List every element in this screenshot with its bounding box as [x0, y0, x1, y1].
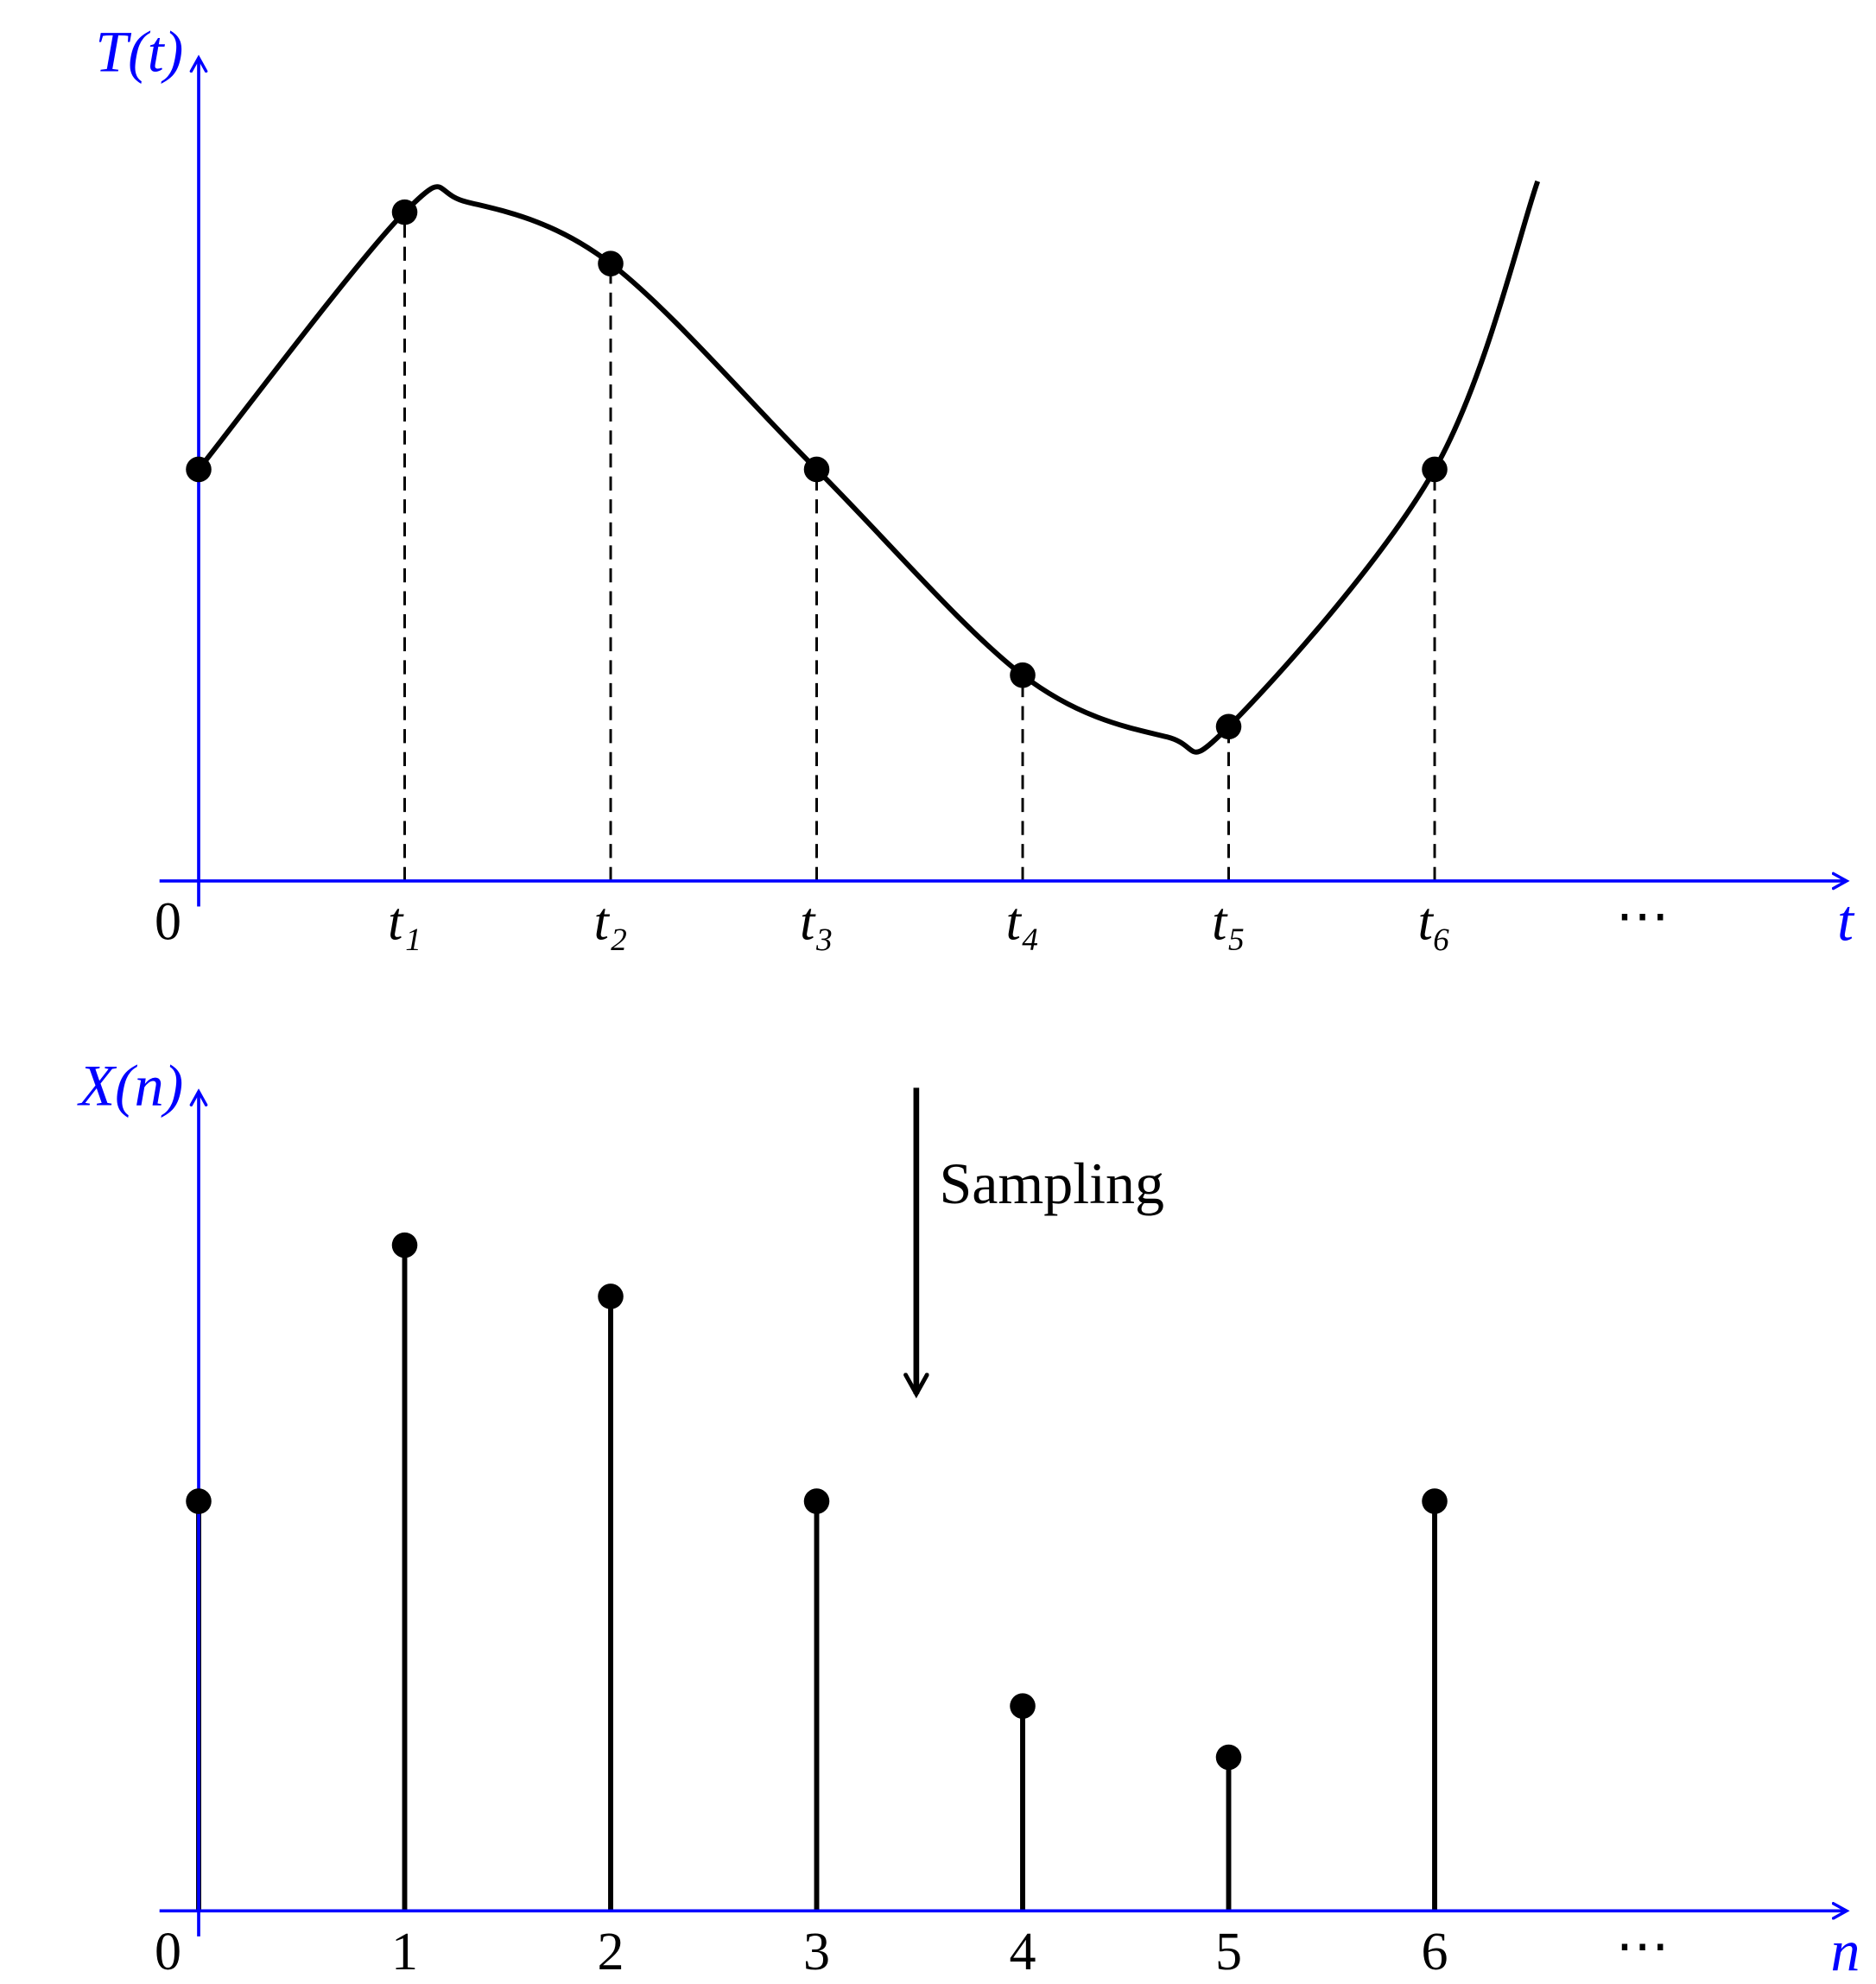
x-tick-label: t₂: [594, 892, 628, 951]
x-axis-label: n: [1831, 1917, 1860, 1983]
x-tick-label: 2: [597, 1923, 624, 1981]
sample-point: [391, 199, 418, 225]
x-tick-label: 3: [803, 1923, 830, 1981]
x-tick-label: 4: [1009, 1923, 1036, 1981]
x-tick-label: 6: [1421, 1923, 1448, 1981]
sample-point: [186, 1488, 212, 1514]
panel: 0 t₁ t₂ t₃ t₄ t₅ t₆ ⋯ t T(t): [95, 19, 1855, 954]
sample-point: [598, 250, 624, 276]
x-tick-label: t₅: [1212, 892, 1245, 951]
sample-point: [1010, 1693, 1036, 1719]
sampling-label: Sampling: [939, 1150, 1164, 1216]
sample-point: [391, 1232, 418, 1258]
x-tick-label: t₁: [388, 892, 421, 951]
ellipsis: ⋯: [1616, 1917, 1670, 1976]
y-axis-label: T(t): [95, 19, 183, 85]
x-tick-label: t₃: [800, 892, 833, 951]
sample-point: [803, 1488, 830, 1514]
sample-point: [1422, 456, 1448, 483]
sample-point: [1215, 713, 1242, 740]
sample-point: [1010, 662, 1036, 688]
x-axis-label: t: [1837, 888, 1855, 954]
ellipsis: ⋯: [1616, 887, 1670, 946]
x-tick-label: 1: [391, 1923, 418, 1981]
sample-point: [1422, 1488, 1448, 1514]
x-tick-label: 5: [1215, 1923, 1242, 1981]
panel: 0 1 2 3 4 5 6 ⋯ n X(n) Sampling: [77, 1052, 1860, 1983]
y-axis-label: X(n): [77, 1052, 184, 1118]
curve: [196, 180, 1541, 755]
x-tick-label: t₄: [1006, 892, 1040, 951]
sample-point: [803, 456, 830, 483]
sample-point: [186, 456, 212, 483]
sample-point: [598, 1284, 624, 1309]
x-tick-label: t₆: [1418, 892, 1452, 951]
x-tick-label: 0: [155, 892, 181, 951]
x-tick-label: 0: [155, 1923, 181, 1981]
sample-point: [1215, 1744, 1242, 1771]
